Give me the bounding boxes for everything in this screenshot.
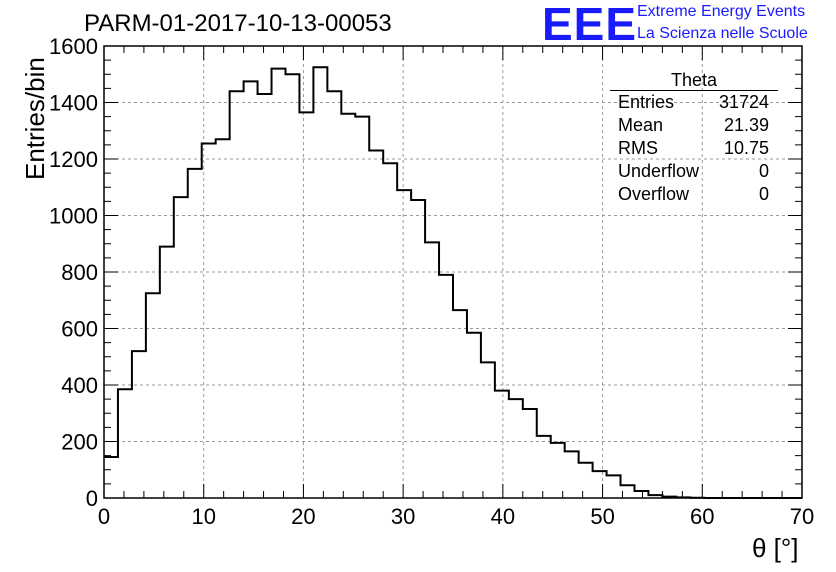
histogram-bin	[174, 197, 188, 498]
histogram-bin	[258, 94, 272, 498]
histogram-bin	[453, 310, 467, 498]
stats-row-rms: RMS 10.75	[610, 137, 778, 160]
y-tick-label: 1400	[49, 91, 98, 116]
histogram-bin	[467, 333, 481, 498]
x-tick-label: 30	[391, 504, 415, 529]
x-axis-label: θ [°]	[752, 533, 799, 563]
histogram-bin	[188, 169, 202, 498]
stats-row-overflow: Overflow 0	[610, 183, 778, 206]
stats-row-mean: Mean 21.39	[610, 114, 778, 137]
histogram-bin	[132, 351, 146, 498]
x-tick-label: 20	[291, 504, 315, 529]
eee-logo: EEE	[542, 0, 638, 50]
histogram-bin	[244, 81, 258, 498]
histogram-bin	[495, 391, 509, 498]
x-tick-label: 50	[590, 504, 614, 529]
logo-line-1: Extreme Energy Events	[637, 3, 806, 20]
stats-label: Mean	[618, 115, 664, 135]
stats-label: RMS	[618, 138, 658, 158]
histogram-bin	[425, 242, 439, 498]
histogram-bin	[327, 91, 341, 498]
histogram-bin	[341, 114, 355, 498]
histogram-bin	[230, 91, 244, 498]
x-tick-label: 0	[98, 504, 110, 529]
histogram-bin	[509, 399, 523, 498]
histogram-bin	[285, 74, 299, 498]
x-tick-label: 60	[690, 504, 714, 529]
y-tick-label: 600	[61, 317, 98, 342]
x-tick-label: 40	[491, 504, 515, 529]
x-tick-label: 10	[191, 504, 215, 529]
stats-label: Underflow	[618, 161, 700, 181]
histogram-bin	[272, 69, 286, 498]
histogram-bin	[299, 112, 313, 498]
histogram-bin	[551, 443, 565, 498]
y-tick-label: 400	[61, 373, 98, 398]
stats-box: Theta Entries 31724 Mean 21.39 RMS 10.75…	[610, 70, 778, 206]
stats-row-underflow: Underflow 0	[610, 160, 778, 183]
stats-row-entries: Entries 31724	[610, 91, 778, 114]
histogram-bin	[411, 200, 425, 498]
stats-value: 31724	[718, 92, 769, 112]
y-axis-label: Entries/bin	[20, 57, 50, 180]
histogram-bin	[481, 362, 495, 498]
stats-value: 21.39	[723, 115, 769, 135]
y-tick-label: 1000	[49, 204, 98, 229]
y-tick-label: 200	[61, 430, 98, 455]
y-tick-label: 1600	[49, 34, 98, 59]
histogram-bin	[593, 471, 607, 498]
histogram-series	[104, 66, 802, 499]
x-tick-label: 70	[790, 504, 814, 529]
histogram-bin	[383, 163, 397, 498]
histogram-bin	[537, 436, 551, 498]
stats-title: Theta	[610, 70, 778, 91]
stats-value: 10.75	[723, 138, 769, 158]
histogram-bin	[523, 409, 537, 498]
histogram-bin	[355, 117, 369, 498]
histogram-bin	[565, 451, 579, 498]
y-tick-label: 0	[86, 486, 98, 511]
histogram-bin	[634, 491, 648, 498]
stats-value: 0	[758, 161, 769, 181]
y-tick-label: 800	[61, 260, 98, 285]
histogram-bin	[216, 139, 230, 498]
y-tick-label: 1200	[49, 147, 98, 172]
plot-frame	[103, 45, 803, 499]
stats-label: Overflow	[618, 184, 690, 204]
chart-title: PARM-01-2017-10-13-00053	[84, 10, 392, 37]
histogram-bin	[313, 67, 327, 498]
stats-label: Entries	[618, 92, 675, 112]
logo-line-2: La Scienza nelle Scuole	[637, 25, 808, 42]
histogram-bin	[439, 275, 453, 498]
histogram-bin	[160, 247, 174, 498]
histogram-bin	[118, 389, 132, 498]
histogram-bin	[146, 293, 160, 498]
histogram-bin	[607, 475, 621, 498]
histogram-bin	[397, 190, 411, 498]
stats-value: 0	[758, 184, 769, 204]
histogram-bin	[579, 463, 593, 498]
histogram-bin	[369, 151, 383, 498]
histogram-bin	[104, 457, 118, 498]
